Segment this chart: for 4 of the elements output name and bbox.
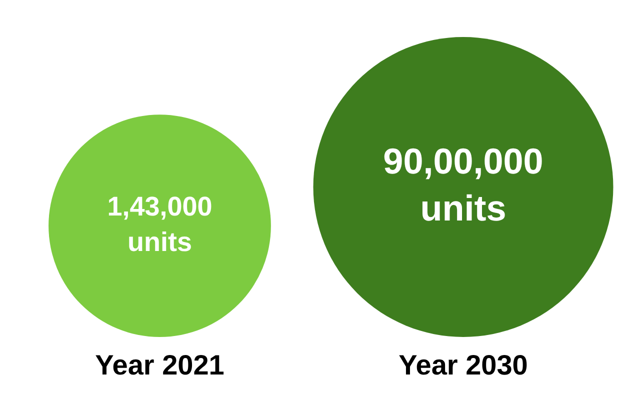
category-label: Year 2021 xyxy=(95,350,224,381)
data-label: 1,43,000 units xyxy=(107,192,212,257)
data-label: 90,00,000 units xyxy=(383,140,544,228)
category-label: Year 2030 xyxy=(398,350,528,381)
